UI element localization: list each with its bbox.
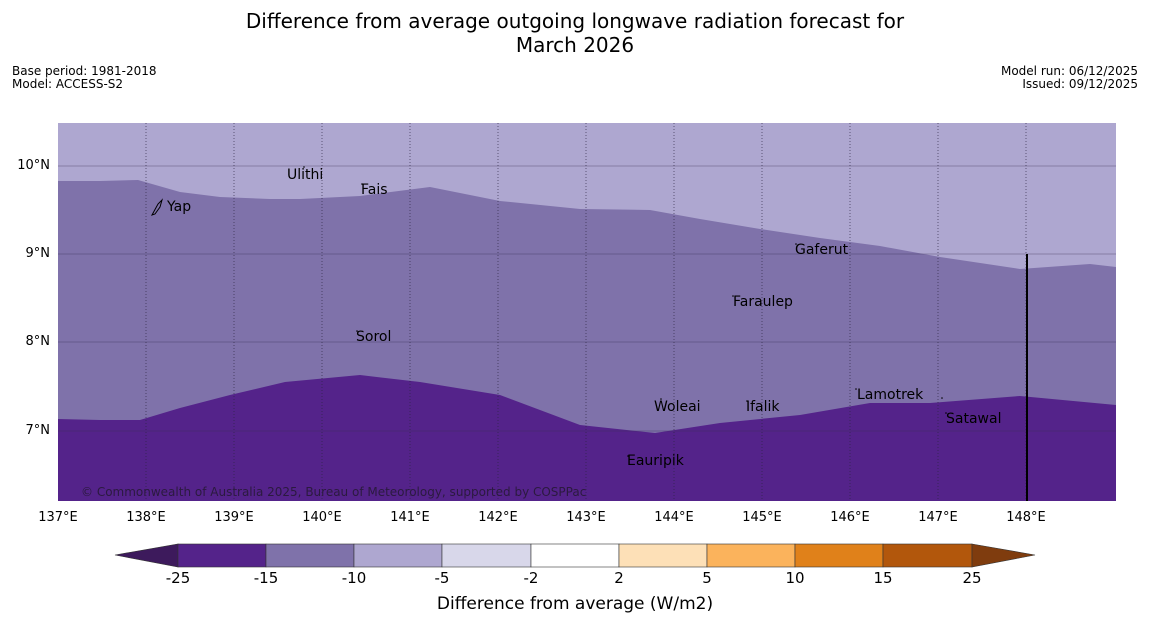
colorbar-swatch-7 bbox=[706, 543, 796, 568]
issued-date: Issued: 09/12/2025 bbox=[1022, 77, 1138, 91]
lon-label-148e: 148°E bbox=[1006, 510, 1046, 525]
lon-label-142e: 142°E bbox=[478, 510, 518, 525]
colorbar-swatch-8 bbox=[794, 543, 884, 568]
colorbar-tick-8: 10 bbox=[785, 569, 805, 587]
model-name: Model: ACCESS-S2 bbox=[12, 77, 124, 91]
map-plot bbox=[58, 123, 1116, 501]
base-period: Base period: 1981-2018 bbox=[12, 64, 157, 78]
colorbar-tick-6: 2 bbox=[614, 569, 624, 587]
map-zone-dark bbox=[58, 375, 1116, 501]
lon-label-146e: 146°E bbox=[830, 510, 870, 525]
lat-label-8n: 8°N bbox=[25, 334, 51, 349]
meta-left: Base period: 1981-2018 Model: ACCESS-S2 bbox=[12, 65, 157, 91]
lon-label-139e: 139°E bbox=[214, 510, 254, 525]
copyright-notice: © Commonwealth of Australia 2025, Bureau… bbox=[81, 485, 587, 499]
colorbar-tick-4: -5 bbox=[434, 569, 450, 587]
colorbar-tick-7: 5 bbox=[702, 569, 712, 587]
lon-label-141e: 141°E bbox=[390, 510, 430, 525]
lon-label-138e: 138°E bbox=[126, 510, 166, 525]
colorbar-tick-3: -10 bbox=[341, 569, 367, 587]
colorbar-swatch-over bbox=[971, 543, 1036, 568]
title-line-1: Difference from average outgoing longwav… bbox=[245, 9, 905, 33]
place-sorol: Sorol bbox=[356, 329, 392, 345]
colorbar-tick-1: -25 bbox=[165, 569, 191, 587]
colorbar-swatch-under bbox=[114, 543, 179, 568]
chart-title: Difference from average outgoing longwav… bbox=[0, 9, 1150, 57]
colorbar-title: Difference from average (W/m2) bbox=[436, 594, 714, 614]
colorbar-swatch-1 bbox=[177, 543, 267, 568]
colorbar-swatch-6 bbox=[618, 543, 708, 568]
place-lamotrek: Lamotrek bbox=[857, 387, 924, 403]
lat-label-10n: 10°N bbox=[17, 158, 50, 173]
place-faraulep: Faraulep bbox=[733, 294, 793, 310]
colorbar-swatch-4 bbox=[441, 543, 532, 568]
colorbar-swatch-3 bbox=[353, 543, 443, 568]
model-run: Model run: 06/12/2025 bbox=[1000, 64, 1138, 78]
place-yap: Yap bbox=[167, 199, 192, 215]
lon-label-143e: 143°E bbox=[566, 510, 606, 525]
place-ifalik: Ifalik bbox=[746, 399, 780, 415]
lon-label-140e: 140°E bbox=[302, 510, 342, 525]
colorbar-swatch-2 bbox=[265, 543, 355, 568]
place-satawal: Satawal bbox=[946, 411, 1002, 427]
colorbar-tick-2: -15 bbox=[253, 569, 279, 587]
place-woleai: Woleai bbox=[654, 399, 701, 415]
meta-right: Model run: 06/12/2025 Issued: 09/12/2025 bbox=[1001, 65, 1138, 91]
lon-label-137e: 137°E bbox=[38, 510, 78, 525]
place-gaferut: Gaferut bbox=[795, 242, 849, 258]
yap-island-shape bbox=[150, 198, 164, 216]
colorbar-tick-10: 25 bbox=[962, 569, 982, 587]
colorbar-tick-9: 15 bbox=[873, 569, 893, 587]
place-eauripik: Eauripik bbox=[627, 453, 684, 469]
island-dots bbox=[303, 166, 947, 457]
colorbar-tick-5: -2 bbox=[523, 569, 539, 587]
lon-label-144e: 144°E bbox=[654, 510, 694, 525]
lat-label-7n: 7°N bbox=[25, 423, 51, 438]
colorbar-swatch-9 bbox=[882, 543, 973, 568]
lat-label-9n: 9°N bbox=[25, 246, 51, 261]
colorbar-swatch-5 bbox=[530, 543, 620, 568]
place-fais: Fais bbox=[361, 182, 388, 198]
place-ulithi: Ulithi bbox=[287, 167, 324, 183]
lon-label-145e: 145°E bbox=[742, 510, 782, 525]
title-line-2: March 2026 bbox=[515, 33, 635, 57]
colorbar bbox=[114, 543, 1036, 568]
lon-label-147e: 147°E bbox=[918, 510, 958, 525]
